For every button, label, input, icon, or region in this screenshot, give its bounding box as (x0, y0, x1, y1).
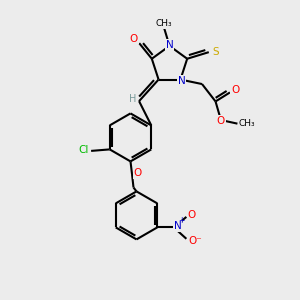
Text: +: + (178, 216, 184, 225)
Text: O⁻: O⁻ (188, 236, 202, 246)
Text: O: O (188, 209, 196, 220)
Text: O: O (130, 34, 138, 44)
Text: Cl: Cl (79, 145, 89, 155)
Text: N: N (173, 221, 181, 231)
Text: CH₃: CH₃ (156, 19, 172, 28)
Text: N: N (178, 76, 185, 86)
Text: O: O (217, 116, 225, 126)
Text: O: O (231, 85, 239, 95)
Text: O: O (134, 168, 142, 178)
Text: CH₃: CH₃ (239, 119, 255, 128)
Text: N: N (166, 40, 173, 50)
Text: H: H (129, 94, 136, 104)
Text: S: S (212, 47, 219, 57)
